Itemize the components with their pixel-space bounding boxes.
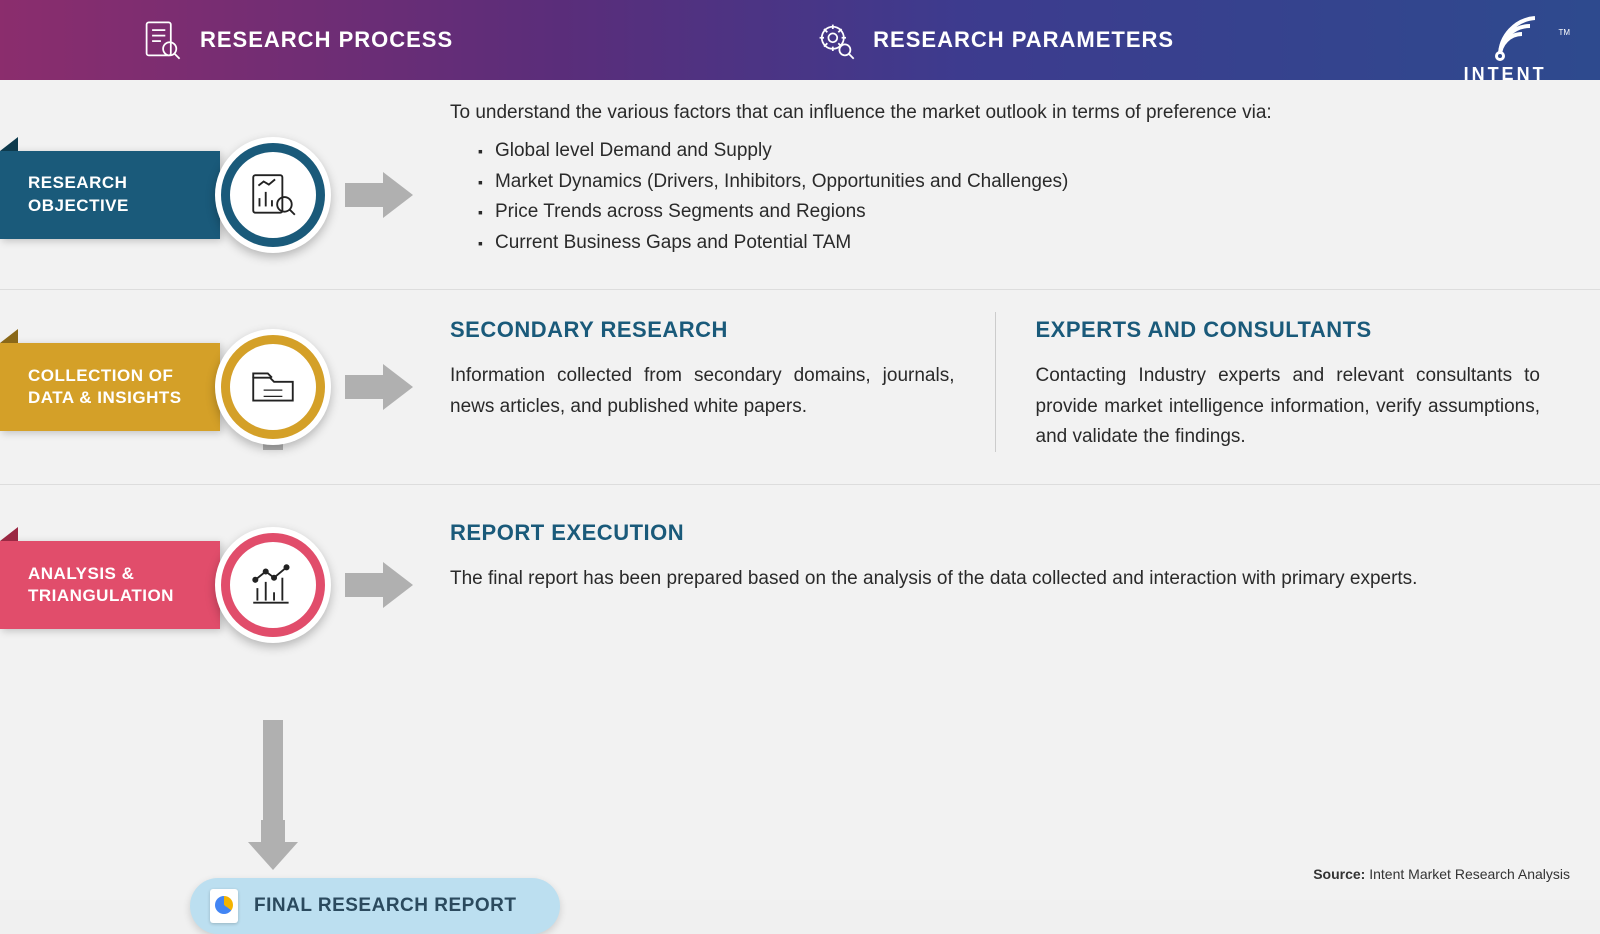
col-experts: EXPERTS AND CONSULTANTS Contacting Indus… [995, 312, 1541, 452]
header-bar: RESEARCH PROCESS RESEARCH PARAMETERS TM … [0, 0, 1600, 80]
folder-icon [247, 361, 299, 413]
report-doc-icon [210, 889, 238, 923]
step-data-collection: COLLECTION OF DATA & INSIGHTS SECONDARY … [0, 290, 1600, 485]
ribbon-step-1: RESEARCH OBJECTIVE [0, 151, 220, 239]
text-report-exec: The final report has been prepared based… [450, 564, 1540, 594]
bullet-4: Current Business Gaps and Potential TAM [478, 228, 1540, 258]
ribbon-label-2: COLLECTION OF DATA & INSIGHTS [28, 365, 220, 409]
source-text: Intent Market Research Analysis [1369, 866, 1570, 882]
heading-experts: EXPERTS AND CONSULTANTS [1036, 312, 1541, 347]
logo-tm: TM [1558, 28, 1570, 37]
document-search-icon [140, 18, 184, 62]
medallion-step-2 [215, 329, 331, 445]
medallion-step-1 [215, 137, 331, 253]
header-process-title: RESEARCH PROCESS [200, 27, 453, 53]
step-research-objective: RESEARCH OBJECTIVE To understand the var… [0, 80, 1600, 290]
bullet-2: Market Dynamics (Drivers, Inhibitors, Op… [478, 167, 1540, 197]
arrow-step-2 [345, 364, 415, 410]
text-experts: Contacting Industry experts and relevant… [1036, 361, 1541, 452]
step-analysis: ANALYSIS & TRIANGULATION REPORT EXECUTIO… [0, 485, 1600, 685]
heading-report-exec: REPORT EXECUTION [450, 515, 1540, 550]
connector-3-final [263, 720, 283, 835]
arrow-step-1 [345, 172, 415, 218]
ribbon-label-3: ANALYSIS & TRIANGULATION [28, 563, 220, 607]
medallion-step-3 [215, 527, 331, 643]
ribbon-step-2: COLLECTION OF DATA & INSIGHTS [0, 343, 220, 431]
final-report-label: FINAL RESEARCH REPORT [254, 895, 516, 917]
arrow-step-3 [345, 562, 415, 608]
bar-chart-trend-icon [247, 559, 299, 611]
gear-search-icon [813, 18, 857, 62]
source-credit: Source: Intent Market Research Analysis [1313, 866, 1570, 882]
ribbon-label-1: RESEARCH OBJECTIVE [28, 172, 220, 216]
bullet-3: Price Trends across Segments and Regions [478, 197, 1540, 227]
step-2-text: SECONDARY RESEARCH Information collected… [450, 312, 1540, 452]
step-1-text: To understand the various factors that c… [450, 98, 1540, 258]
header-parameters-title: RESEARCH PARAMETERS [873, 27, 1174, 53]
step-1-bullets: Global level Demand and Supply Market Dy… [450, 136, 1540, 258]
header-parameters: RESEARCH PARAMETERS [813, 18, 1174, 62]
header-process: RESEARCH PROCESS [140, 18, 453, 62]
col-secondary-research: SECONDARY RESEARCH Information collected… [450, 312, 995, 452]
step-1-intro: To understand the various factors that c… [450, 98, 1540, 128]
bullet-1: Global level Demand and Supply [478, 136, 1540, 166]
content-area: RESEARCH OBJECTIVE To understand the var… [0, 80, 1600, 900]
document-chart-search-icon [247, 169, 299, 221]
final-report-pill: FINAL RESEARCH REPORT [190, 878, 560, 934]
source-prefix: Source: [1313, 866, 1365, 882]
heading-secondary: SECONDARY RESEARCH [450, 312, 955, 347]
step-3-text: REPORT EXECUTION The final report has be… [450, 515, 1540, 595]
arrow-to-final [248, 820, 298, 870]
text-secondary: Information collected from secondary dom… [450, 361, 955, 422]
logo-arc-icon [1475, 8, 1535, 68]
ribbon-step-3: ANALYSIS & TRIANGULATION [0, 541, 220, 629]
